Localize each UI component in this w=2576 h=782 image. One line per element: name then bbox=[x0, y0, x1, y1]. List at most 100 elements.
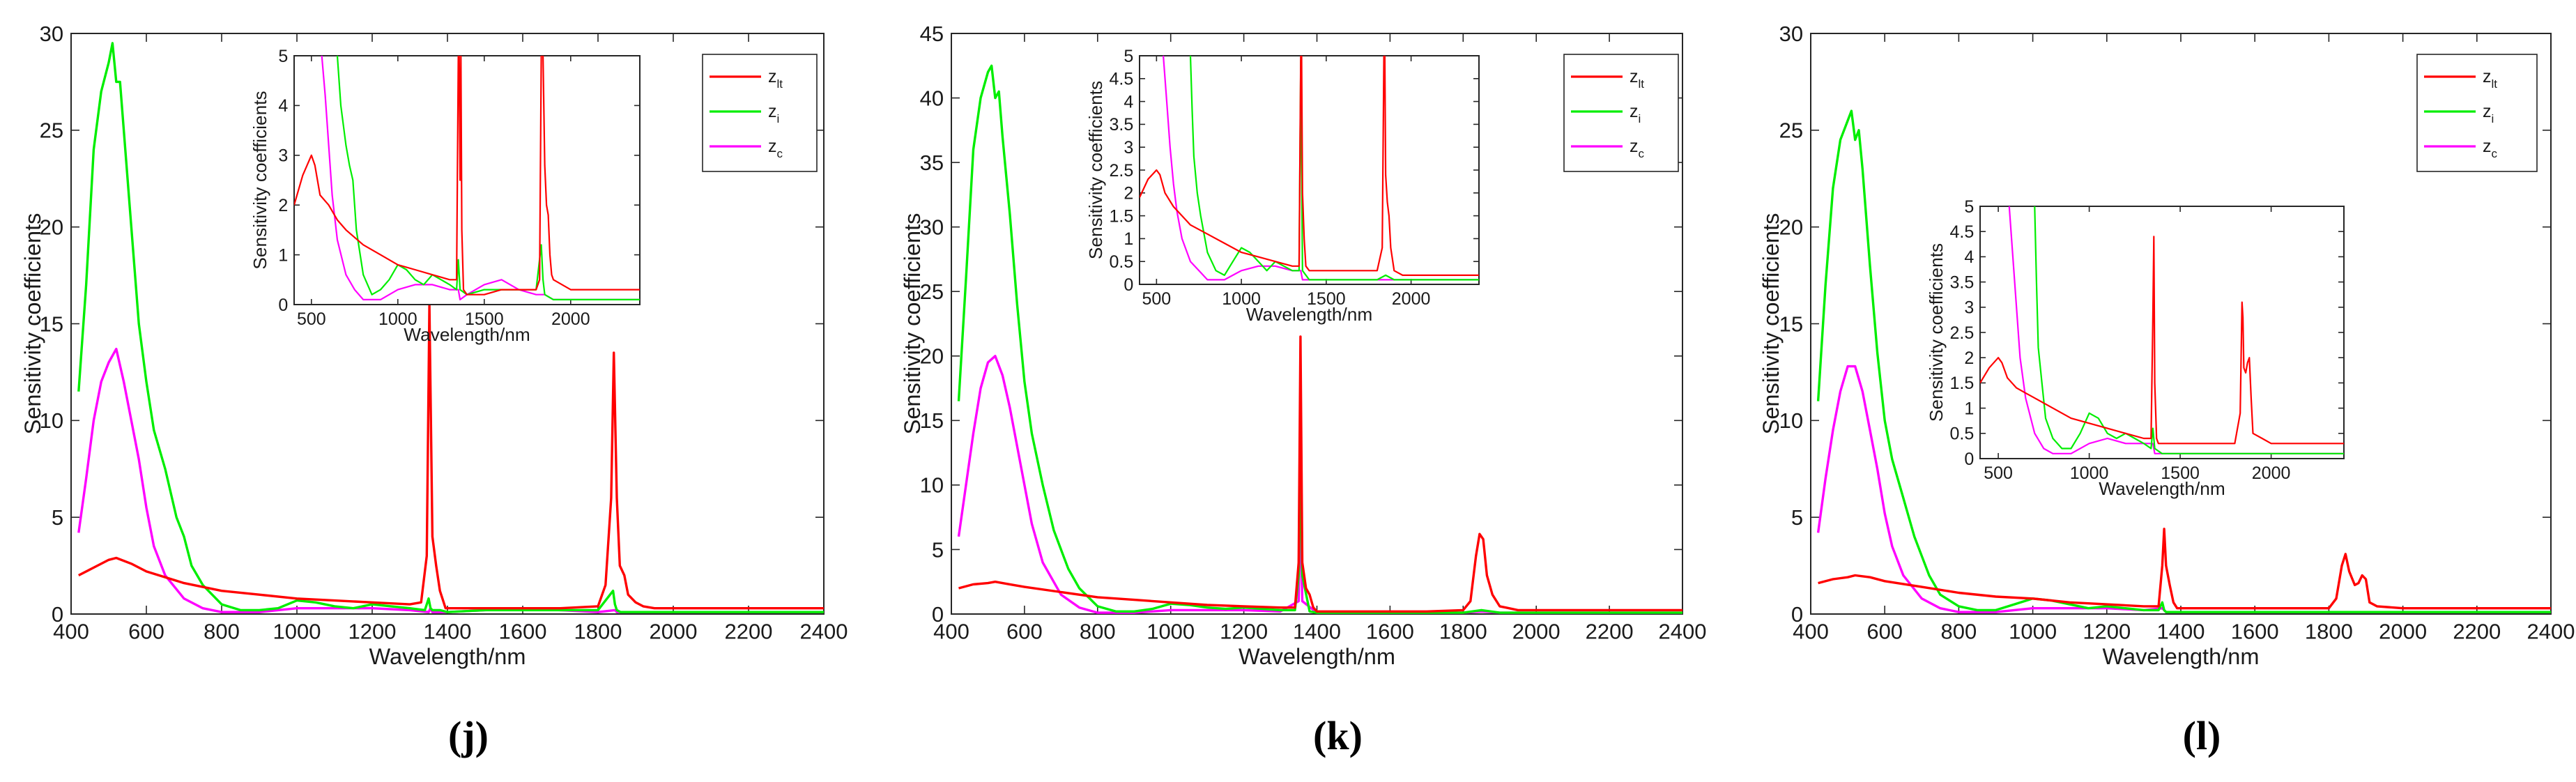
panel-1-inset-ytick-label: 2 bbox=[1124, 184, 1133, 204]
chart-panel-1: 400 600 800 1000 1200 1400 1600 1800 2000 2200 240… bbox=[900, 22, 1706, 758]
panel-1-legend-label-zlt: zlt bbox=[1630, 67, 1644, 91]
panel-0-inset-xtick-label: 1000 bbox=[378, 309, 417, 329]
panel-0-inset-plot-area bbox=[294, 56, 640, 300]
panel-2-legend-label-zc: zc bbox=[2483, 137, 2498, 160]
panel-1-main-ytick-label: 5 bbox=[932, 537, 944, 562]
panel-1-inset-x-axis-label: Wavelength/nm bbox=[1246, 304, 1372, 325]
panel-2-main-ytick-label: 10 bbox=[1779, 408, 1803, 433]
panel-0-main-xtick-label: 1600 bbox=[499, 620, 547, 644]
panel-2-main-y-axis-label: Sensitivity coefficients bbox=[1758, 213, 1784, 435]
panel-1-inset-frame bbox=[1139, 55, 1480, 285]
panel-2-main-xtick-label: 1800 bbox=[2305, 620, 2353, 644]
panel-0-main-xtick-label: 2400 bbox=[800, 620, 848, 644]
panel-1-inset-xtick-label: 500 bbox=[1142, 289, 1171, 309]
panel-0-main-xtick-label: 1400 bbox=[424, 620, 472, 644]
panel-0-inset-xtick-label: 1500 bbox=[465, 309, 504, 329]
panel-2-inset: 500 1000 1500 2000 0 0.5 1 1.5 2 2.5 3 3.5 4 4.5 5 Wave… bbox=[1926, 197, 2345, 499]
panel-2-main-xtick-label: 1000 bbox=[2009, 620, 2057, 644]
panel-2-inset-frame bbox=[1979, 206, 2345, 459]
panel-2-inset-ytick-label: 5 bbox=[1964, 197, 1974, 217]
chart-panel-2: 400 600 800 1000 1200 1400 1600 1800 2000 2200 240… bbox=[1758, 22, 2575, 758]
panel-1-inset-series-zi-line bbox=[1189, 56, 1479, 281]
panel-1-main-ytick-label: 30 bbox=[920, 215, 944, 240]
panel-1-main-ytick-label: 40 bbox=[920, 86, 944, 110]
panel-0-legend-label-zlt: zlt bbox=[768, 67, 783, 91]
panel-1-legend-box bbox=[1563, 54, 1679, 172]
panel-2-main-xtick-label: 1200 bbox=[2083, 620, 2131, 644]
panel-2-inset-ytick-label: 2.5 bbox=[1949, 323, 1974, 343]
panel-0-inset-series-zi-line bbox=[336, 56, 640, 300]
panel-2-inset-ytick-label: 2 bbox=[1964, 348, 1974, 368]
panel-2-main-series-zlt-line bbox=[1818, 528, 2551, 610]
panel-2-inset-plot-area bbox=[1980, 206, 2344, 454]
panel-0-legend: zlt zi zc bbox=[702, 54, 818, 172]
panel-0-legend-box bbox=[702, 54, 818, 172]
panel-1-inset-ytick-label: 4.5 bbox=[1109, 70, 1133, 89]
panel-1-main-xtick-label: 2000 bbox=[1512, 620, 1561, 644]
panel-0-main-ytick-label: 20 bbox=[40, 215, 63, 240]
panel-1-main-x-axis-label: Wavelength/nm bbox=[1239, 644, 1395, 669]
panel-0-inset-x-axis-label: Wavelength/nm bbox=[404, 324, 530, 345]
panel-1-inset-ytick-label: 1 bbox=[1124, 229, 1133, 249]
panel-2-inset-ytick-label: 3.5 bbox=[1949, 273, 1974, 292]
panel-2-inset-ytick-label: 4 bbox=[1964, 247, 1974, 267]
panel-1-main-series-zlt-line bbox=[958, 335, 1682, 613]
panel-1-inset-xtick-label: 2000 bbox=[1392, 289, 1431, 309]
panel-2-main-xtick-label: 400 bbox=[1793, 620, 1829, 644]
panel-1-main-plot-area bbox=[957, 64, 1682, 614]
panel-0-main-xtick-label: 1200 bbox=[348, 620, 397, 644]
panel-0-inset-frame bbox=[293, 55, 641, 305]
panel-1-legend-label-zc: zc bbox=[1630, 137, 1645, 160]
panel-2-main-xtick-label: 2000 bbox=[2379, 620, 2427, 644]
panel-2-main-xtick-label: 2400 bbox=[2527, 620, 2575, 644]
panel-0-main-xtick-label: 800 bbox=[204, 620, 240, 644]
panel-0-main-plot-area bbox=[77, 42, 824, 613]
panel-1-inset-xtick-label: 1500 bbox=[1307, 289, 1346, 309]
panel-1-main-ytick-label: 35 bbox=[920, 151, 944, 175]
chart-panel-0: 400 600 800 1000 1200 1400 1600 1800 2000 2200 240… bbox=[20, 22, 848, 758]
panel-2-main-ytick-label: 15 bbox=[1779, 312, 1803, 336]
panel-0-main-xtick-label: 400 bbox=[53, 620, 89, 644]
panel-2-inset-xtick-label: 2000 bbox=[2252, 463, 2291, 483]
panel-1-main-xtick-label: 1200 bbox=[1220, 620, 1268, 644]
panel-0-main-x-axis-label: Wavelength/nm bbox=[369, 644, 526, 669]
panel-0-inset-ytick-label: 1 bbox=[278, 245, 288, 265]
panel-1-inset-ytick-label: 3 bbox=[1124, 138, 1133, 158]
panel-2-main-series-zi-line bbox=[1816, 109, 2551, 613]
panel-1-inset-plot-area bbox=[1140, 56, 1479, 281]
panel-0-inset-series-zlt-line bbox=[294, 56, 640, 296]
panel-2-legend: zlt zi zc bbox=[2416, 54, 2538, 172]
panel-1-inset-ytick-label: 5 bbox=[1124, 47, 1133, 66]
panel-1-main-xtick-label: 600 bbox=[1006, 620, 1043, 644]
panel-2-main-xtick-label: 1400 bbox=[2157, 620, 2205, 644]
panel-2-main-xtick-label: 600 bbox=[1866, 620, 1903, 644]
panel-1-main-ytick-label: 0 bbox=[932, 602, 944, 627]
panel-2-inset-xtick-label: 1500 bbox=[2161, 463, 2200, 483]
panel-0-inset: 500 1000 1500 2000 0 1 2 3 4 5 Wavelength/nm Sensit… bbox=[250, 47, 641, 345]
panel-1-main-ytick-label: 25 bbox=[920, 279, 944, 304]
panel-0-main-ytick-label: 10 bbox=[40, 408, 63, 433]
panel-0-subfigure-label: (j) bbox=[448, 713, 489, 758]
panel-2-main-ytick-label: 25 bbox=[1779, 118, 1803, 143]
panel-0-main-ytick-label: 0 bbox=[52, 602, 63, 627]
panel-1-main-xtick-label: 1000 bbox=[1147, 620, 1195, 644]
panel-1-main-xtick-label: 1600 bbox=[1366, 620, 1414, 644]
panel-2-main-xtick-label: 800 bbox=[1941, 620, 1977, 644]
panel-0-main-ytick-label: 15 bbox=[40, 312, 63, 336]
panel-1-inset-ytick-label: 2.5 bbox=[1109, 161, 1133, 181]
panel-0-inset-y-axis-label: Sensitivity coefficients bbox=[250, 91, 270, 269]
panel-2-inset-ytick-label: 0 bbox=[1964, 450, 1974, 469]
panel-1-main-ytick-label: 10 bbox=[920, 473, 944, 498]
panel-2-inset-ytick-label: 4.5 bbox=[1949, 222, 1974, 242]
panel-1-inset-ytick-label: 3.5 bbox=[1109, 115, 1133, 135]
panel-1-main-xtick-label: 1400 bbox=[1293, 620, 1341, 644]
panel-1-main-ytick-label: 20 bbox=[920, 344, 944, 369]
panel-0-main-ytick-label: 25 bbox=[40, 118, 63, 143]
panel-1-main-xtick-label: 400 bbox=[933, 620, 969, 644]
panel-2-main-ytick-label: 30 bbox=[1779, 22, 1803, 46]
panel-1-inset-ytick-label: 0.5 bbox=[1109, 252, 1133, 272]
panel-1-main-series-zi-line bbox=[957, 64, 1682, 614]
panel-0-main-ytick-label: 30 bbox=[40, 22, 63, 46]
panel-2-inset-xtick-label: 1000 bbox=[2070, 463, 2109, 483]
panel-0-inset-xtick-label: 2000 bbox=[551, 309, 590, 329]
